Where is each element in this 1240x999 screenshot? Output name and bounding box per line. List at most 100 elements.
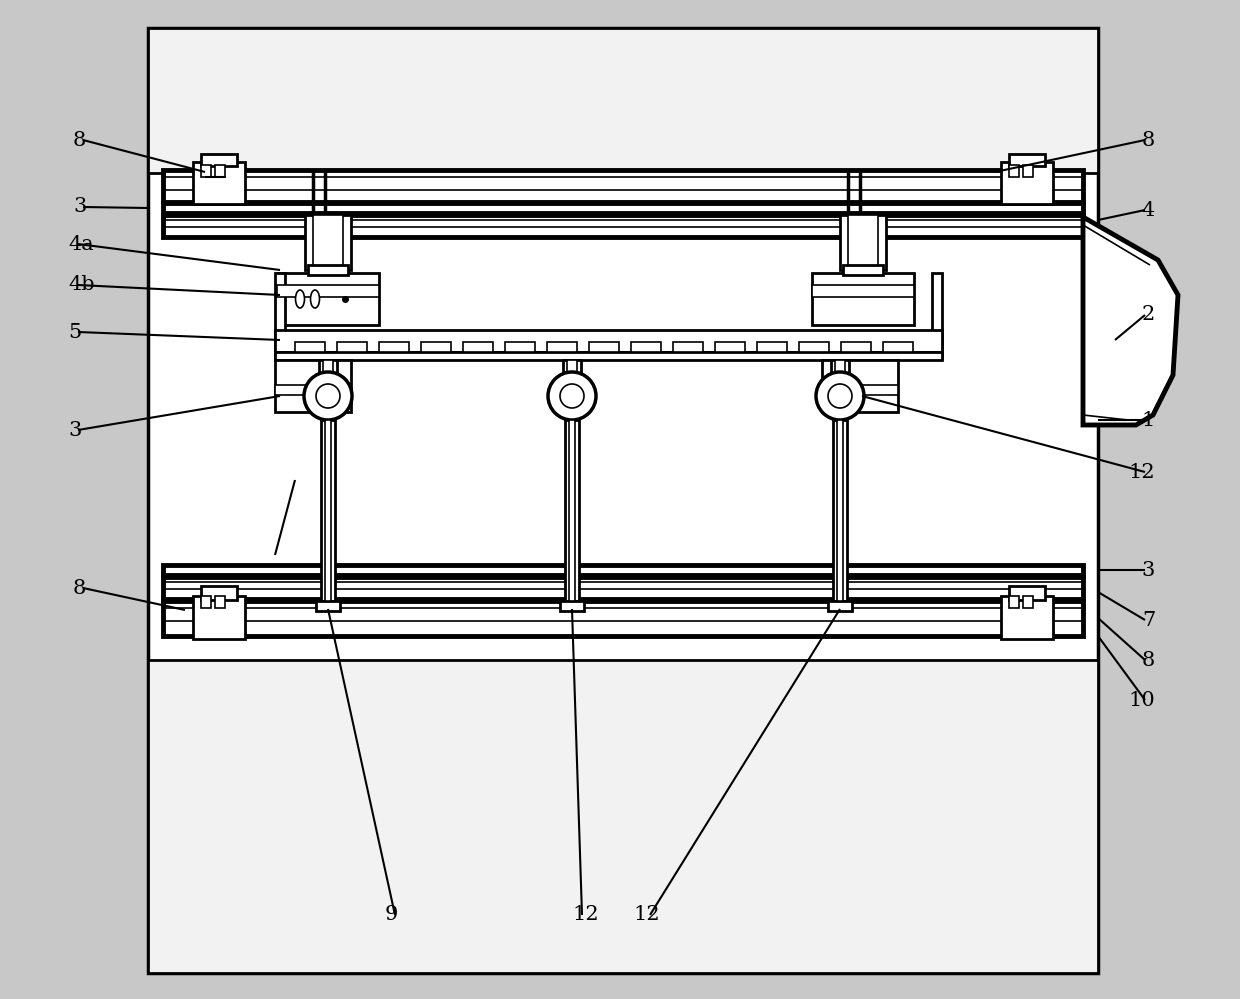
Bar bbox=[201, 596, 211, 608]
Bar bbox=[569, 420, 575, 601]
Text: 3: 3 bbox=[1142, 560, 1154, 579]
Text: 1: 1 bbox=[1142, 411, 1154, 430]
Circle shape bbox=[548, 372, 596, 420]
Bar bbox=[295, 342, 325, 352]
Bar bbox=[162, 203, 1083, 213]
Circle shape bbox=[828, 384, 852, 408]
Text: 4: 4 bbox=[1142, 201, 1154, 220]
Bar bbox=[631, 342, 661, 352]
Bar bbox=[162, 565, 1083, 575]
Bar bbox=[841, 342, 870, 352]
Bar bbox=[1009, 165, 1019, 177]
Bar bbox=[822, 385, 898, 395]
Bar bbox=[148, 28, 1097, 973]
Bar bbox=[565, 420, 579, 601]
Circle shape bbox=[316, 384, 340, 408]
Bar bbox=[932, 273, 942, 358]
Text: 8: 8 bbox=[73, 131, 87, 150]
Bar bbox=[1009, 154, 1045, 166]
Bar bbox=[305, 215, 351, 270]
Bar bbox=[337, 342, 367, 352]
Bar bbox=[883, 342, 913, 352]
Bar bbox=[833, 420, 847, 601]
Text: 12: 12 bbox=[572, 905, 599, 924]
Text: 3: 3 bbox=[68, 421, 82, 440]
Bar bbox=[1023, 165, 1033, 177]
Bar bbox=[822, 360, 898, 412]
Text: 8: 8 bbox=[1142, 650, 1154, 669]
Bar bbox=[560, 601, 584, 611]
Bar bbox=[308, 265, 348, 275]
Bar bbox=[1001, 596, 1053, 639]
Bar bbox=[322, 360, 334, 384]
Bar bbox=[563, 360, 582, 384]
Bar bbox=[835, 360, 844, 384]
Bar bbox=[715, 342, 745, 352]
Bar bbox=[379, 342, 409, 352]
Text: 12: 12 bbox=[1128, 463, 1154, 482]
Bar bbox=[316, 601, 340, 611]
Bar bbox=[215, 165, 224, 177]
Bar bbox=[812, 273, 914, 325]
Polygon shape bbox=[1083, 217, 1178, 425]
Ellipse shape bbox=[310, 290, 320, 308]
Bar bbox=[325, 420, 331, 601]
Circle shape bbox=[304, 372, 352, 420]
Text: 9: 9 bbox=[384, 905, 398, 924]
Text: 4b: 4b bbox=[68, 276, 94, 295]
Bar bbox=[162, 577, 1083, 599]
Bar bbox=[277, 273, 379, 325]
Bar bbox=[1009, 586, 1045, 600]
Bar bbox=[215, 596, 224, 608]
Bar bbox=[831, 360, 849, 384]
Bar bbox=[1009, 596, 1019, 608]
Bar bbox=[589, 342, 619, 352]
Text: 2: 2 bbox=[1142, 306, 1154, 325]
Bar bbox=[193, 596, 246, 639]
Text: 12: 12 bbox=[634, 905, 660, 924]
Circle shape bbox=[816, 372, 864, 420]
Text: 7: 7 bbox=[1142, 610, 1154, 629]
Bar bbox=[148, 660, 1097, 973]
Bar bbox=[277, 285, 379, 297]
Bar bbox=[162, 215, 1083, 237]
Bar bbox=[756, 342, 787, 352]
Bar bbox=[312, 215, 343, 270]
Bar bbox=[275, 273, 285, 358]
Bar bbox=[463, 342, 494, 352]
Bar bbox=[193, 162, 246, 204]
Bar bbox=[422, 342, 451, 352]
Bar bbox=[162, 601, 1083, 636]
Bar bbox=[547, 342, 577, 352]
Bar bbox=[321, 420, 335, 601]
Text: 8: 8 bbox=[73, 578, 87, 597]
Bar bbox=[505, 342, 534, 352]
Bar bbox=[275, 385, 351, 395]
Text: 8: 8 bbox=[1142, 131, 1154, 150]
Bar bbox=[162, 170, 1083, 202]
Bar bbox=[275, 352, 942, 360]
Bar bbox=[148, 28, 1097, 173]
Bar bbox=[799, 342, 830, 352]
Bar bbox=[1001, 162, 1053, 204]
Text: 5: 5 bbox=[68, 323, 82, 342]
Text: 10: 10 bbox=[1128, 690, 1154, 709]
Bar bbox=[275, 360, 351, 412]
Ellipse shape bbox=[295, 290, 305, 308]
Bar bbox=[201, 165, 211, 177]
Text: 4a: 4a bbox=[68, 235, 94, 254]
Bar bbox=[843, 265, 883, 275]
Bar bbox=[848, 215, 878, 270]
Circle shape bbox=[560, 384, 584, 408]
Bar bbox=[828, 601, 852, 611]
Bar bbox=[201, 154, 237, 166]
Bar bbox=[837, 420, 843, 601]
Bar bbox=[673, 342, 703, 352]
Text: 3: 3 bbox=[73, 198, 87, 217]
Bar bbox=[567, 360, 577, 384]
Bar bbox=[839, 215, 887, 270]
Bar bbox=[1023, 596, 1033, 608]
Bar bbox=[812, 285, 914, 297]
Bar bbox=[275, 330, 942, 352]
Bar bbox=[201, 586, 237, 600]
